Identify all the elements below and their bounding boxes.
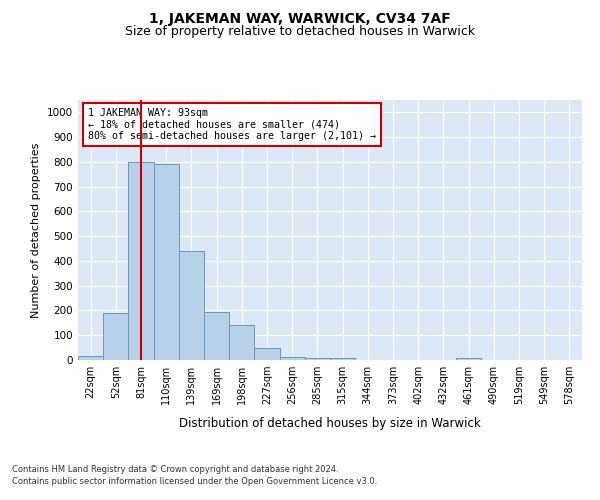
Bar	[179, 251, 204, 360]
Bar	[204, 312, 229, 360]
Text: Contains HM Land Registry data © Crown copyright and database right 2024.: Contains HM Land Registry data © Crown c…	[12, 465, 338, 474]
Bar	[280, 357, 305, 360]
Bar	[103, 313, 128, 360]
Text: 1, JAKEMAN WAY, WARWICK, CV34 7AF: 1, JAKEMAN WAY, WARWICK, CV34 7AF	[149, 12, 451, 26]
Text: Contains public sector information licensed under the Open Government Licence v3: Contains public sector information licen…	[12, 478, 377, 486]
Bar	[456, 358, 481, 360]
Text: Distribution of detached houses by size in Warwick: Distribution of detached houses by size …	[179, 418, 481, 430]
Bar	[128, 162, 154, 360]
Bar	[330, 358, 355, 360]
Text: 1 JAKEMAN WAY: 93sqm
← 18% of detached houses are smaller (474)
80% of semi-deta: 1 JAKEMAN WAY: 93sqm ← 18% of detached h…	[88, 108, 376, 141]
Bar	[229, 324, 254, 360]
Text: Size of property relative to detached houses in Warwick: Size of property relative to detached ho…	[125, 25, 475, 38]
Bar	[254, 348, 280, 360]
Y-axis label: Number of detached properties: Number of detached properties	[31, 142, 41, 318]
Bar	[154, 164, 179, 360]
Bar	[305, 358, 330, 360]
Bar	[78, 356, 103, 360]
